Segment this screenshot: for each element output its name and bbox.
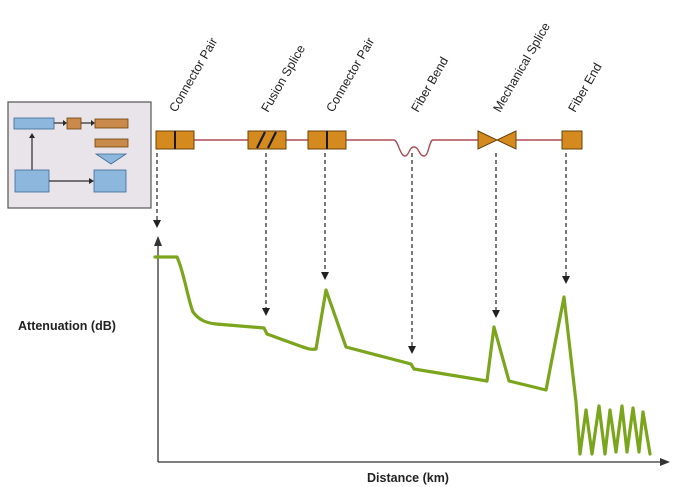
y-axis-label: Attenuation (dB) [18, 319, 116, 333]
otdr-trace [153, 255, 652, 456]
mechanical-splice-shape [477, 130, 517, 150]
y-axis-arrowhead [154, 236, 162, 246]
fiber-bend-shape [393, 139, 434, 157]
otdr-return-block [94, 138, 129, 148]
event-label-mechanical-splice: Mechanical Splice [490, 20, 553, 114]
fiber-end-shape [561, 130, 583, 150]
event-label-connector-pair-2: Connector Pair [323, 35, 377, 114]
otdr-laser-block [13, 117, 55, 130]
connector-pair-1-shape [155, 130, 195, 150]
event-label-fusion-splice: Fusion Splice [258, 42, 308, 114]
otdr-display-block [93, 169, 127, 193]
otdr-instrument [7, 101, 152, 209]
fusion-splice-shape [247, 130, 287, 150]
otdr-coupler-block [66, 117, 82, 130]
connector-pair-2-shape [307, 130, 347, 150]
fiber-line [194, 139, 562, 157]
x-axis-label: Distance (km) [367, 471, 449, 485]
event-label-connector-pair-1: Connector Pair [166, 35, 220, 114]
otdr-detector-triangle [94, 153, 128, 165]
event-label-fiber-end: Fiber End [565, 61, 604, 115]
x-axis-arrowhead [660, 458, 670, 466]
chart-axes [154, 236, 670, 466]
otdr-processor-block [14, 169, 50, 193]
event-label-fiber-bend: Fiber Bend [408, 55, 451, 115]
otdr-output-block [94, 118, 129, 129]
